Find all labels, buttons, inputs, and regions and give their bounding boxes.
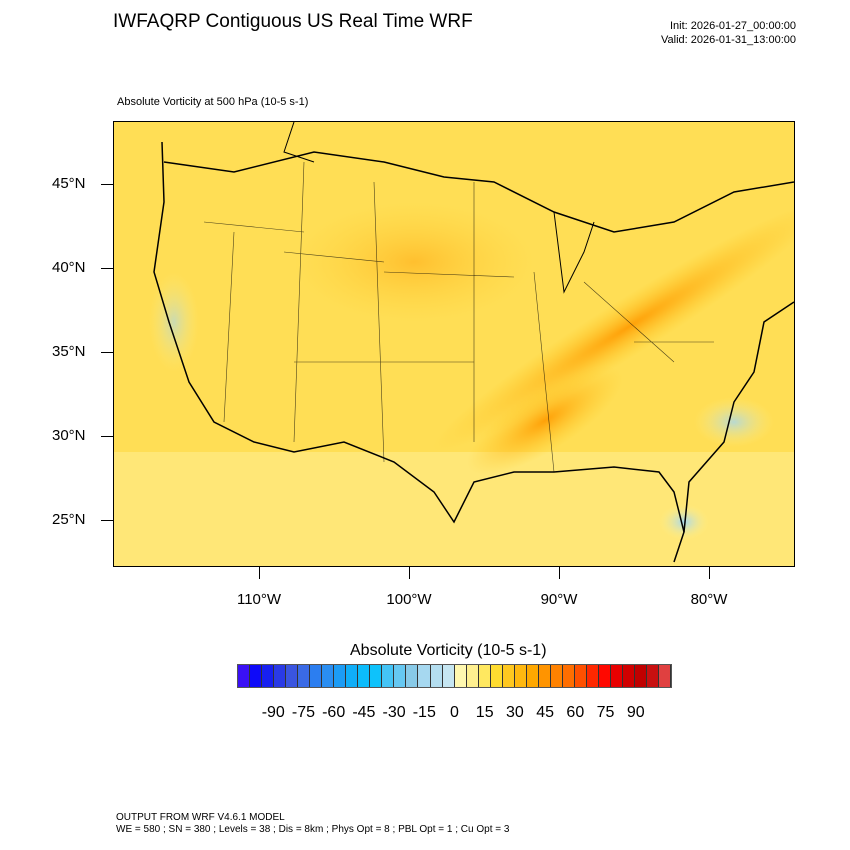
lon-tick — [559, 567, 560, 579]
colorbar-swatch — [598, 665, 611, 687]
vorticity-map — [113, 121, 824, 567]
colorbar-swatch — [274, 665, 287, 687]
lat-tick — [101, 520, 113, 521]
colorbar-tick-label: 90 — [626, 704, 645, 721]
colorbar-swatch — [238, 665, 251, 687]
colorbar-swatch — [574, 665, 587, 687]
colorbar-swatch — [562, 665, 575, 687]
lat-label-40n: 40°N — [52, 259, 86, 276]
colorbar-swatch — [659, 665, 672, 687]
plot-title: IWFAQRP Contiguous US Real Time WRF — [113, 11, 473, 32]
lat-label-25n: 25°N — [52, 511, 86, 528]
lat-label-30n: 30°N — [52, 427, 86, 444]
colorbar-title: Absolute Vorticity (10-5 s-1) — [350, 642, 547, 659]
colorbar-swatch — [298, 665, 311, 687]
colorbar-swatch — [647, 665, 660, 687]
lat-label-35n: 35°N — [52, 343, 86, 360]
colorbar-tick-label: 75 — [596, 704, 615, 721]
map-canvas — [114, 121, 824, 566]
colorbar-tick-label: -75 — [291, 704, 316, 721]
field-subtitle: Absolute Vorticity at 500 hPa (10-5 s-1) — [117, 96, 309, 108]
colorbar-swatch — [334, 665, 347, 687]
colorbar-tick-label: -90 — [261, 704, 285, 721]
colorbar-tick-label: -30 — [382, 704, 406, 721]
model-info: OUTPUT FROM WRF V4.6.1 MODEL — [116, 812, 285, 823]
lon-label-110w: 110°W — [236, 591, 282, 608]
init-time: Init: 2026-01-27_00:00:00 — [670, 20, 796, 32]
colorbar-swatch — [346, 665, 359, 687]
colorbar-swatch — [538, 665, 551, 687]
colorbar-tick-label: 0 — [450, 704, 459, 721]
colorbar-swatch — [394, 665, 407, 687]
colorbar-swatch — [286, 665, 299, 687]
lon-tick — [409, 567, 410, 579]
colorbar-tick-label: 60 — [566, 704, 585, 721]
colorbar-swatch — [262, 665, 275, 687]
colorbar-swatch — [623, 665, 636, 687]
colorbar-tick-label: 15 — [475, 704, 494, 721]
colorbar-swatch — [526, 665, 539, 687]
colorbar-swatch — [490, 665, 503, 687]
colorbar-swatch — [418, 665, 431, 687]
colorbar-tick-label: 30 — [506, 704, 524, 721]
colorbar-swatch — [635, 665, 648, 687]
coastlines-and-borders — [153, 121, 795, 563]
colorbar-swatch — [250, 665, 263, 687]
lon-label-90w: 90°W — [540, 591, 578, 608]
colorbar-swatch — [586, 665, 599, 687]
model-config: WE = 580 ; SN = 380 ; Levels = 38 ; Dis … — [116, 824, 510, 835]
lat-tick — [101, 184, 113, 185]
west-coast-negative-area — [149, 272, 199, 372]
colorbar-tick-label: -15 — [412, 704, 436, 721]
colorbar-swatch — [430, 665, 443, 687]
valid-time: Valid: 2026-01-31_13:00:00 — [661, 34, 796, 46]
colorbar-swatch — [358, 665, 371, 687]
colorbar-swatch — [454, 665, 467, 687]
lon-tick — [259, 567, 260, 579]
colorbar-swatch — [442, 665, 455, 687]
colorbar-swatch — [322, 665, 335, 687]
colorbar-tick-label: -45 — [352, 704, 376, 721]
atlantic-negative-area — [694, 397, 774, 447]
vorticity-maximum-band — [432, 202, 824, 475]
lat-tick — [101, 436, 113, 437]
colorbar-swatch — [382, 665, 395, 687]
colorbar-swatch — [310, 665, 323, 687]
colorbar-tick-label: -60 — [322, 704, 346, 721]
colorbar — [237, 664, 672, 688]
plains-vorticity — [294, 202, 534, 322]
state-lines — [203, 161, 714, 473]
lon-tick — [709, 567, 710, 579]
colorbar-swatch — [514, 665, 527, 687]
colorbar-swatch — [478, 665, 491, 687]
lat-tick — [101, 268, 113, 269]
lon-label-80w: 80°W — [690, 591, 728, 608]
colorbar-swatch — [370, 665, 383, 687]
colorbar-swatch — [550, 665, 563, 687]
lat-label-45n: 45°N — [52, 175, 86, 192]
colorbar-swatch — [466, 665, 479, 687]
lon-label-100w: 100°W — [386, 591, 432, 608]
colorbar-tick-label: 45 — [536, 704, 555, 721]
colorbar-swatch — [502, 665, 515, 687]
florida-negative-area — [659, 504, 709, 540]
lat-tick — [101, 352, 113, 353]
colorbar-swatch — [406, 665, 419, 687]
colorbar-swatch — [610, 665, 623, 687]
